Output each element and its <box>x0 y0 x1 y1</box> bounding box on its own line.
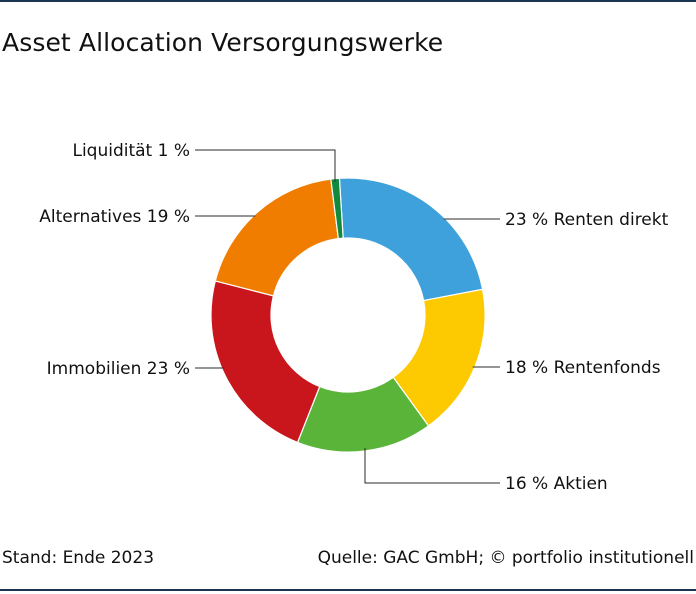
slice-liquiditat <box>330 177 344 240</box>
label-alternatives: Alternatives 19 % <box>39 207 190 227</box>
top-rule <box>0 0 696 2</box>
slice-immobilien <box>210 280 321 444</box>
chart-title: Asset Allocation Versorgungswerke <box>2 28 444 57</box>
label-aktien: 16 % Aktien <box>505 474 608 494</box>
stand-note: Stand: Ende 2023 <box>2 548 155 568</box>
label-renten-direkt: 23 % Renten direkt <box>505 210 669 230</box>
bottom-rule <box>0 589 696 591</box>
slice-renten-direkt <box>338 177 484 302</box>
label-liquiditat: Liquidität 1 % <box>72 141 190 161</box>
source-note: Quelle: GAC GmbH; © portfolio institutio… <box>317 548 694 568</box>
leader-aktien <box>364 447 500 484</box>
label-immobilien: Immobilien 23 % <box>47 359 190 379</box>
slice-alternatives <box>214 178 340 297</box>
leader-liquiditat <box>195 149 336 182</box>
label-rentenfonds: 18 % Rentenfonds <box>505 358 661 378</box>
